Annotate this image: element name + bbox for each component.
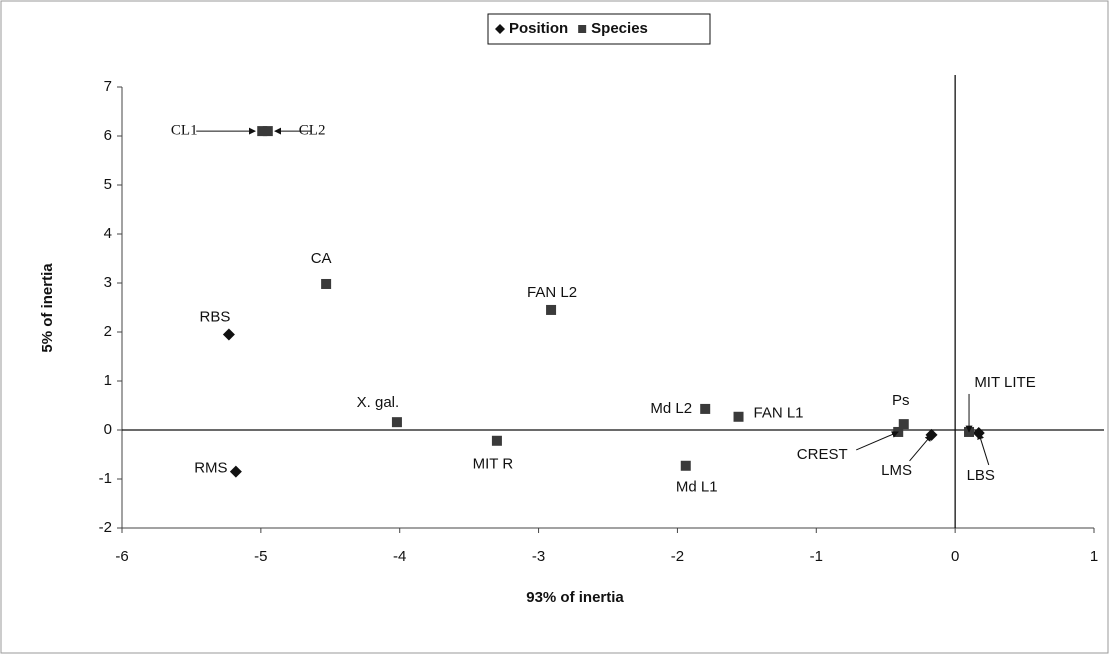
x-tick-label: 1 [1090,548,1098,565]
y-tick-label: 3 [104,274,112,291]
label-arrow [909,434,932,462]
point [680,460,691,471]
point-label: CREST [797,446,848,463]
point-label: Ps [892,392,910,409]
y-tick-label: 4 [104,225,112,242]
point [262,126,273,137]
point [321,278,332,289]
point-label: Md L2 [650,400,692,417]
y-tick-label: -2 [99,519,112,536]
point [700,403,711,414]
x-tick-label: -3 [532,548,545,565]
label-arrow [977,432,990,466]
point-label: MIT R [473,456,514,473]
point [391,417,402,428]
y-tick-label: 1 [104,372,112,389]
y-tick-label: 0 [104,421,112,438]
legend-marker [495,24,505,34]
y-axis-title: 5% of inertia [39,263,56,353]
point-label: CA [311,250,332,267]
y-tick-label: -1 [99,470,112,487]
legend-label: Species [591,20,648,37]
point-label: X. gal. [357,394,400,411]
point-label: CL2 [299,123,326,139]
point-label: MIT LITE [974,374,1035,391]
point [491,435,502,446]
point-label: FAN L1 [754,405,804,422]
x-tick-label: -1 [810,548,823,565]
point-label: LMS [881,462,912,479]
point-label: FAN L2 [527,284,577,301]
point-label: Md L1 [676,479,718,496]
point [257,126,268,137]
point [546,304,557,315]
legend-label: Position [509,20,568,37]
point-label: RMS [194,460,227,477]
x-tick-label: -6 [115,548,128,565]
point [898,419,909,430]
x-tick-label: 0 [951,548,959,565]
legend-marker [578,25,587,33]
point-label: LBS [967,467,995,484]
legend-box [487,13,711,45]
y-tick-label: 5 [104,176,112,193]
point [222,328,235,341]
y-tick-label: 2 [104,323,112,340]
x-tick-label: -5 [254,548,267,565]
y-tick-label: 6 [104,127,112,144]
x-tick-label: -2 [671,548,684,565]
point [229,465,242,478]
point [733,411,744,422]
y-tick-label: 7 [104,78,112,95]
label-arrow [856,431,899,451]
x-tick-label: -4 [393,548,406,565]
x-axis-title: 93% of inertia [526,589,624,606]
point-label: RBS [199,308,230,325]
point-label: CL1 [171,123,198,139]
